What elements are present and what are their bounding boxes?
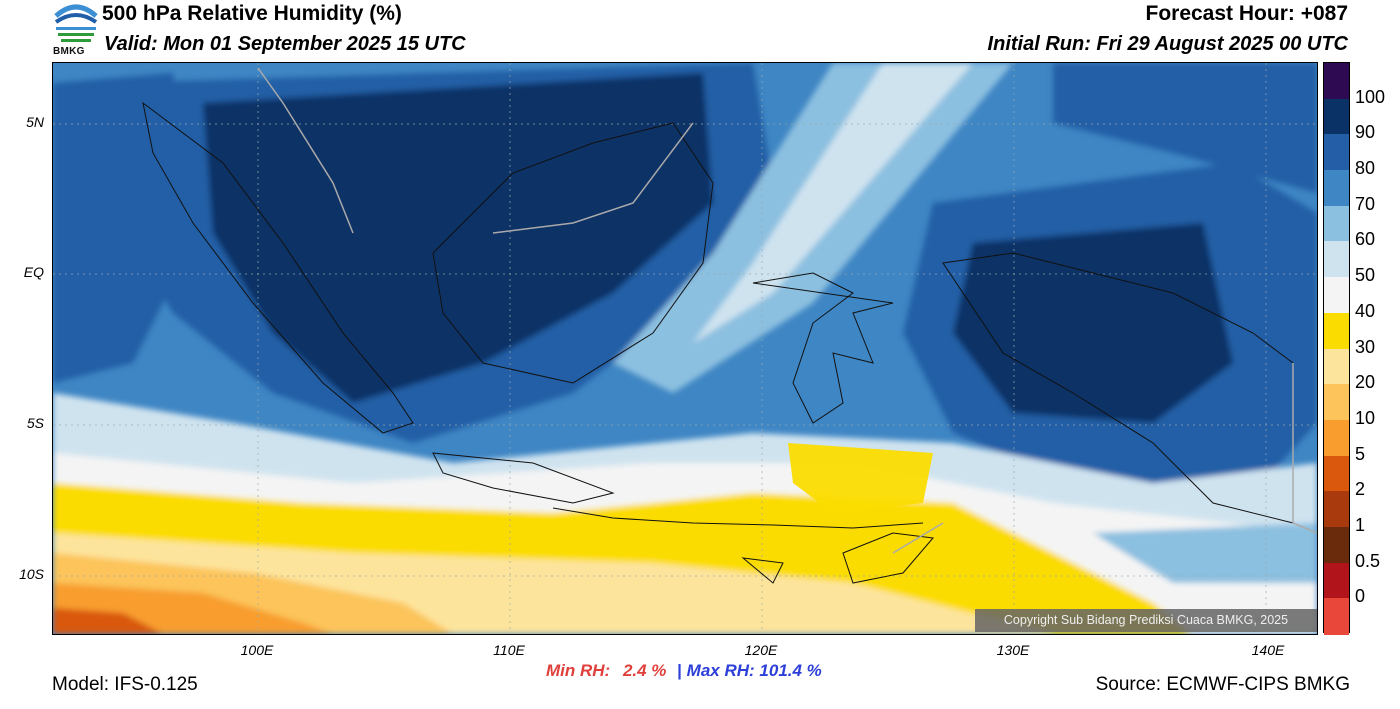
lat-label-5n: 5N xyxy=(26,114,44,130)
lon-label-130e: 130E xyxy=(996,642,1030,658)
colorbar-label: 70 xyxy=(1355,193,1376,214)
lon-label-100e: 100E xyxy=(240,642,274,658)
colorbar-segment xyxy=(1324,312,1349,349)
colorbar-label: 30 xyxy=(1355,336,1376,357)
colorbar-label: 80 xyxy=(1355,158,1376,179)
colorbar-segment xyxy=(1324,241,1349,278)
initial-run: Initial Run: Fri 29 August 2025 00 UTC xyxy=(987,33,1348,55)
colorbar-segment xyxy=(1324,526,1349,564)
colorbar-label: 5 xyxy=(1355,443,1366,464)
colorbar-segment xyxy=(1324,348,1349,385)
colorbar-label: 100 xyxy=(1355,86,1386,107)
colorbar-label: 20 xyxy=(1355,372,1376,393)
stats-separator: | xyxy=(677,661,682,680)
lon-label-140e: 140E xyxy=(1251,642,1285,658)
colorbar-segment xyxy=(1324,134,1349,171)
colorbar-segment xyxy=(1324,205,1349,242)
colorbar-label: 40 xyxy=(1355,300,1376,321)
model-name: Model: IFS-0.125 xyxy=(52,674,198,695)
colorbar-segment xyxy=(1324,491,1349,528)
max-rh-label: Max RH: xyxy=(686,661,755,680)
colorbar-label: 0 xyxy=(1355,586,1366,607)
max-rh-value: 101.4 % xyxy=(759,661,822,680)
lon-label-120e: 120E xyxy=(744,642,778,658)
humidity-field xyxy=(53,63,1317,634)
map-title: 500 hPa Relative Humidity (%) xyxy=(102,2,402,25)
copyright-notice: Copyright Sub Bidang Prediksi Cuaca BMKG… xyxy=(975,609,1317,632)
colorbar-segment xyxy=(1324,384,1349,421)
data-source: Source: ECMWF-CIPS BMKG xyxy=(1095,674,1350,695)
colorbar-segment xyxy=(1324,598,1349,635)
colorbar-segment xyxy=(1324,419,1349,457)
bmkg-logo-icon xyxy=(52,0,100,60)
rh-stats: Min RH: 2.4 % | Max RH: 101.4 % xyxy=(546,661,822,681)
min-rh-value: 2.4 % xyxy=(622,661,667,680)
colorbar-label: 0.5 xyxy=(1355,550,1381,571)
lon-label-110e: 110E xyxy=(493,642,525,658)
colorbar-label: 2 xyxy=(1355,479,1366,500)
colorbar-label: 10 xyxy=(1355,407,1376,428)
colorbar-segment xyxy=(1324,63,1349,100)
colorbar xyxy=(1323,62,1350,635)
colorbar-label: 50 xyxy=(1355,265,1376,286)
borders xyxy=(257,67,1317,554)
lat-label-10s: 10S xyxy=(19,566,44,582)
colorbar-label: 90 xyxy=(1355,122,1376,143)
logo-text: BMKG xyxy=(53,46,85,57)
colorbar-segment xyxy=(1324,277,1349,314)
colorbar-segment xyxy=(1324,98,1349,135)
min-rh-label: Min RH: xyxy=(546,661,611,680)
lat-label-5s: 5S xyxy=(26,415,44,431)
forecast-hour: Forecast Hour: +087 xyxy=(1145,2,1349,25)
colorbar-segment xyxy=(1324,562,1349,599)
humidity-map: Copyright Sub Bidang Prediksi Cuaca BMKG… xyxy=(52,62,1318,635)
valid-time: Valid: Mon 01 September 2025 15 UTC xyxy=(104,33,466,55)
colorbar-label: 60 xyxy=(1355,229,1376,250)
colorbar-label: 1 xyxy=(1355,514,1366,535)
colorbar-segment xyxy=(1324,170,1349,207)
lat-label-eq: EQ xyxy=(23,264,44,280)
colorbar-segment xyxy=(1324,455,1349,492)
